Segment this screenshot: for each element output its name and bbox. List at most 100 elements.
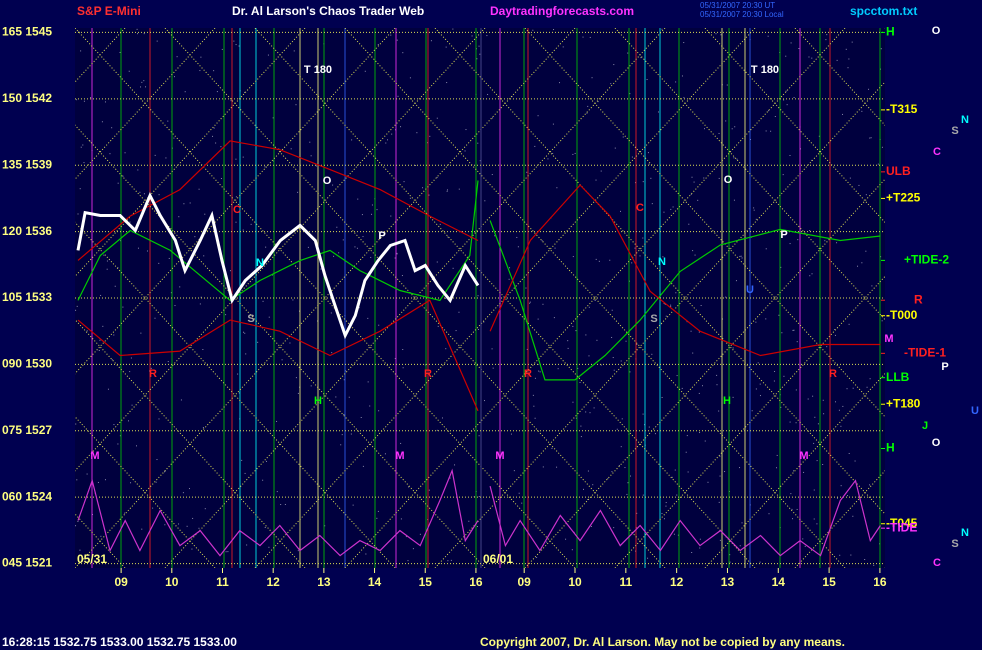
star [376,209,378,211]
star [646,79,648,81]
star [881,146,883,148]
star [595,179,597,181]
star [834,328,836,330]
star [552,152,554,154]
star [221,48,223,50]
star [464,150,466,152]
star [192,517,194,519]
star [452,28,454,30]
star [636,512,638,514]
level-label: -T000 [886,308,918,322]
star [332,184,334,186]
star [128,70,130,72]
star [613,369,615,371]
star [518,492,520,494]
star [663,302,665,304]
star [848,452,850,454]
star [780,266,782,268]
star [824,240,826,242]
x-tick-label: 14 [772,575,786,589]
star [825,39,827,41]
star [265,460,267,462]
x-tick-label: 14 [368,575,382,589]
star [114,285,116,287]
star [575,417,577,419]
star [119,240,121,242]
star [642,413,644,415]
star [76,305,78,307]
star [176,56,178,58]
star [818,135,820,137]
x-tick-label: 15 [822,575,836,589]
star [526,348,528,350]
star [697,199,699,201]
star [804,545,806,547]
star [648,163,650,165]
star [587,470,589,472]
star [473,496,475,498]
star [264,526,266,528]
x-tick-label: 12 [670,575,684,589]
instrument: S&P E-Mini [77,4,141,18]
annotation: R [424,368,432,380]
star [184,91,186,93]
star [104,479,106,481]
star [445,46,447,48]
star [188,488,190,490]
star [588,306,590,308]
star [137,169,139,171]
star [150,367,152,369]
star [699,432,701,434]
star [447,236,449,238]
star [358,307,360,309]
annotation: M [90,450,99,462]
star [691,551,693,553]
star [740,255,742,257]
star [97,481,99,483]
level-label: +T225 [886,191,921,205]
star [848,58,850,60]
star [139,191,141,193]
star [785,90,787,92]
star [661,513,663,515]
star [840,485,842,487]
star [701,385,703,387]
star [89,140,91,142]
star [861,110,863,112]
star [143,33,145,35]
star [774,370,776,372]
star [809,275,811,277]
status: 16:28:15 1532.75 1533.00 1532.75 1533.00 [2,635,237,649]
star [204,213,206,215]
star [755,218,757,220]
clip-top [0,0,982,28]
planet-glyph: N [961,527,969,539]
star [79,188,81,190]
star [189,202,191,204]
star [180,399,182,401]
star [620,446,622,448]
star [851,41,853,43]
star [681,387,683,389]
star [384,453,386,455]
star [557,368,559,370]
star [437,325,439,327]
star [776,467,778,469]
x-tick-label: 13 [317,575,331,589]
star [869,378,871,380]
star [595,258,597,260]
star [866,386,868,388]
star [842,405,844,407]
star [816,460,818,462]
annotation: H [723,395,731,407]
star [809,230,811,232]
star [257,341,259,343]
star [870,137,872,139]
star [537,318,539,320]
star [840,425,842,427]
star [235,44,237,46]
star [598,260,600,262]
star [536,557,538,559]
star [136,28,138,30]
